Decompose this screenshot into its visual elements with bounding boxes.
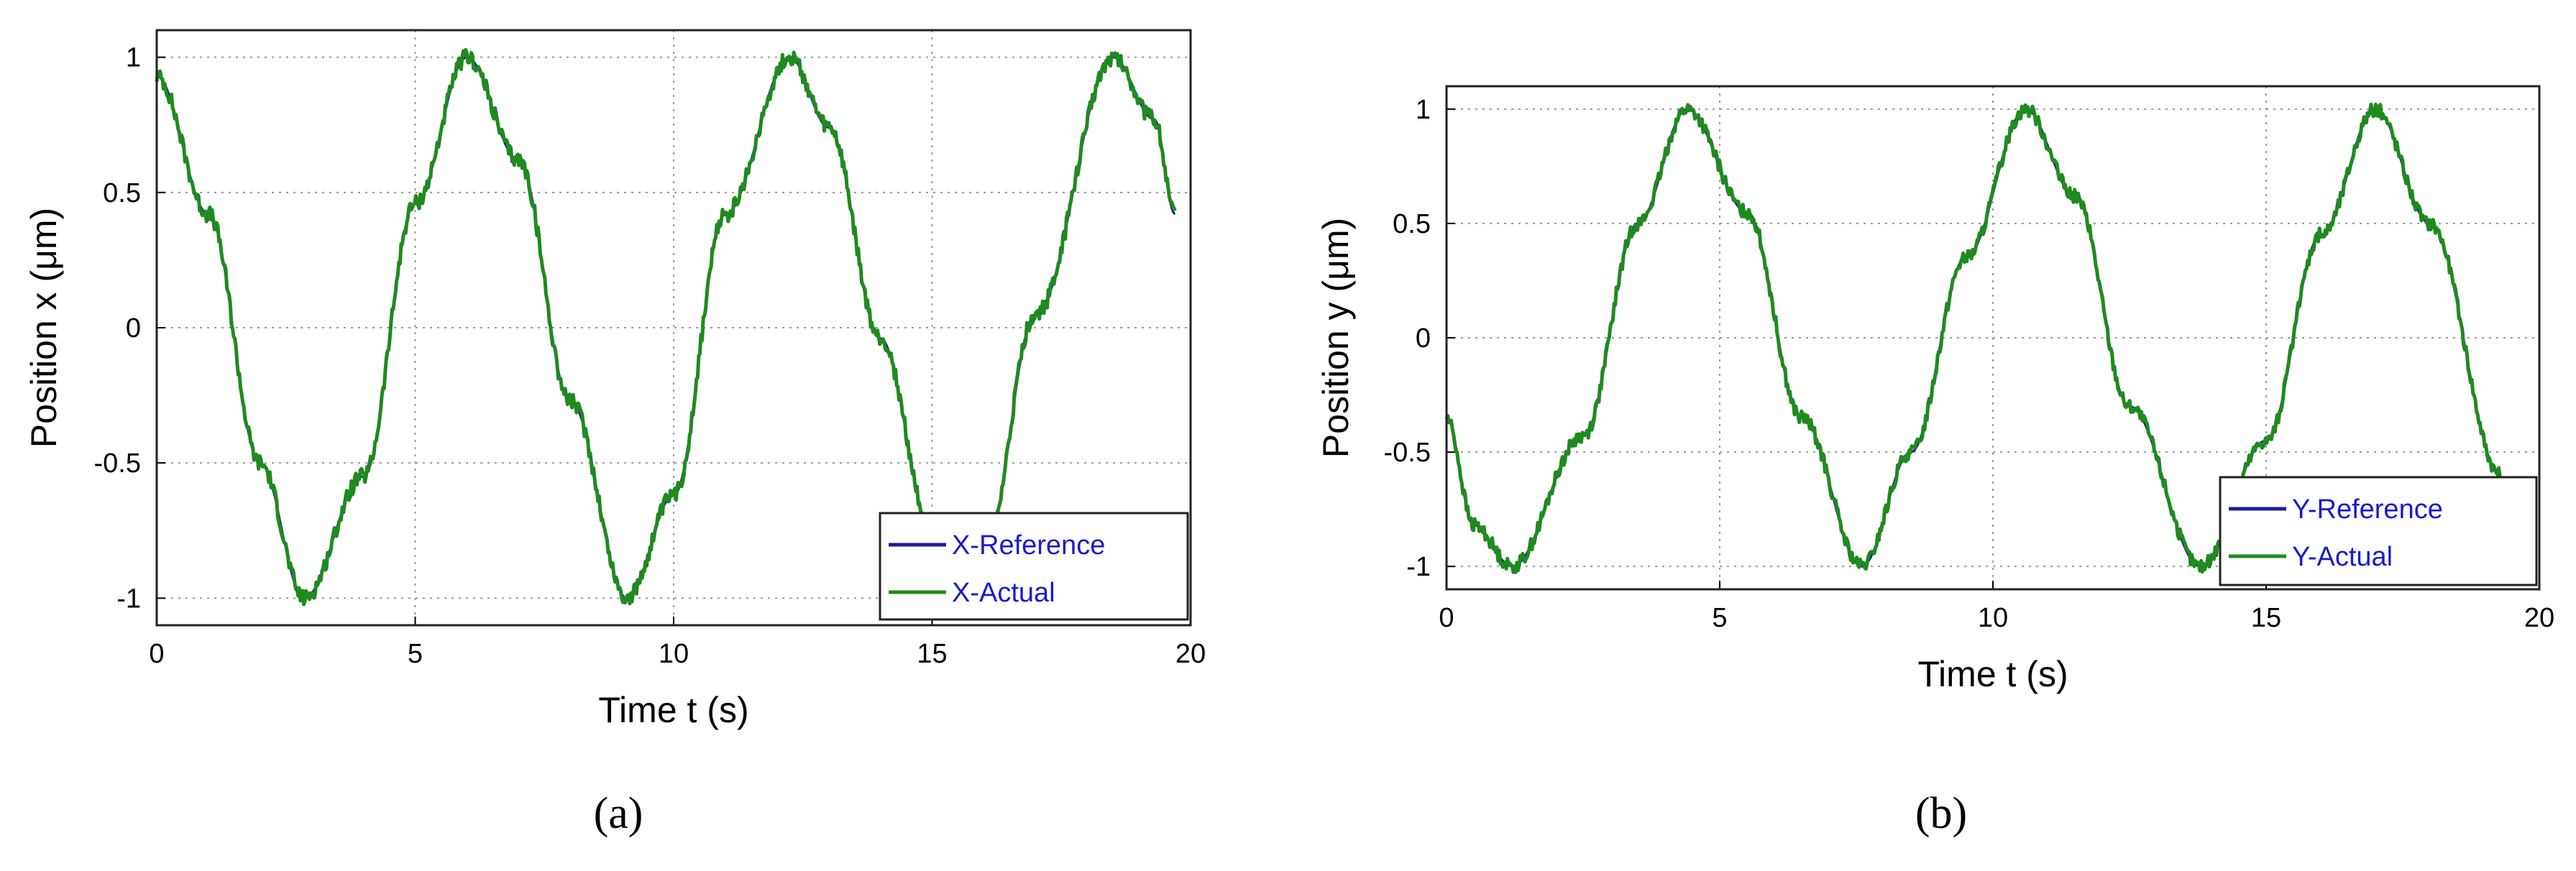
x-tick-label: 20 xyxy=(2524,603,2554,633)
subfigure-caption: (b) xyxy=(1915,789,1967,838)
legend-box xyxy=(2219,476,2538,586)
x-axis-label: Time t (s) xyxy=(598,690,748,730)
axes-frame xyxy=(1445,85,2541,591)
y-tick-label: 0 xyxy=(1416,323,1431,354)
y-axis-label: Position x (μm) xyxy=(24,208,64,448)
x-tick-label: 10 xyxy=(659,639,689,669)
x-tick-label: 20 xyxy=(1175,639,1206,669)
x-tick-label: 5 xyxy=(1712,603,1727,633)
y-tick-label: 0.5 xyxy=(1393,209,1431,239)
y-tick-label: 0 xyxy=(126,313,141,344)
x-tick-label: 5 xyxy=(408,639,423,669)
y-tick-label: -0.5 xyxy=(1384,438,1431,468)
y-tick-label: 1 xyxy=(126,43,141,73)
legend-label: X-Reference xyxy=(952,530,1105,561)
axes-frame xyxy=(155,29,1192,627)
x-tick-label: 0 xyxy=(1439,603,1454,633)
panel-a: 0 5 10 15 20 1 0.5 0 -0.5 -1 X-Reference X-Actual Ti… xyxy=(24,29,1206,838)
panel-b: 0 5 10 15 20 1 0.5 0 -0.5 -1 Y-Reference Y-Actual Ti… xyxy=(1316,85,2554,838)
legend-label: X-Actual xyxy=(952,578,1055,608)
x-tick-label: 10 xyxy=(1978,603,2008,633)
x-tick-label: 15 xyxy=(917,639,947,669)
legend-box xyxy=(879,512,1189,621)
series-line-actual xyxy=(1444,102,2503,574)
y-tick-label: -1 xyxy=(116,584,141,614)
legend-label: Y-Actual xyxy=(2292,542,2393,572)
series-line-actual xyxy=(155,47,1177,608)
legend-label: Y-Reference xyxy=(2292,494,2443,525)
y-tick-label: -0.5 xyxy=(94,448,141,479)
y-tick-label: 1 xyxy=(1416,95,1431,125)
x-tick-label: 15 xyxy=(2251,603,2281,633)
x-tick-label: 0 xyxy=(149,639,164,669)
x-axis-label: Time t (s) xyxy=(1917,654,2068,694)
y-tick-label: 0.5 xyxy=(103,178,141,208)
y-tick-label: -1 xyxy=(1406,552,1431,582)
y-axis-label: Position y (μm) xyxy=(1316,218,1356,458)
subfigure-caption: (a) xyxy=(594,789,643,838)
